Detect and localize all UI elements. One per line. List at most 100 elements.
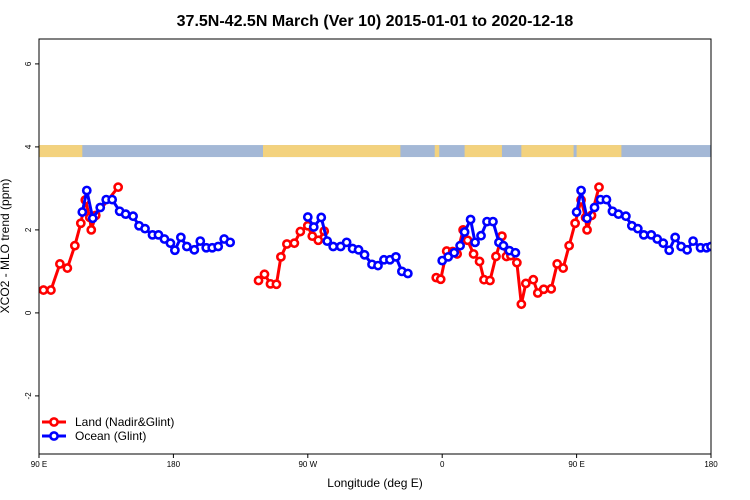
data-point [373,260,383,271]
data-point [476,230,486,241]
data-point [128,211,138,222]
data-point [570,218,581,229]
data-point [253,275,264,286]
map-land-patch [521,145,574,158]
data-point [470,237,480,248]
data-point [289,238,300,249]
data-point [558,263,569,273]
data-point [169,245,180,256]
x-tick-label: 90 E [31,460,47,469]
data-point [281,239,292,249]
data-point [516,299,527,310]
x-axis: 90 E 180 90 W 0 90 E 180 [31,454,718,469]
x-tick-label: 90 W [298,460,317,469]
data-point [140,223,150,234]
data-point [582,213,592,224]
data-point [175,232,186,243]
data-point [511,257,522,268]
data-point [259,269,270,280]
data-point [582,224,592,235]
data-point [510,247,521,258]
y-tick-label: 0 [24,310,33,315]
data-point [328,241,339,252]
data-point [664,245,675,256]
data-point [682,244,693,255]
y-tick-label: 4 [24,144,33,149]
y-axis-label: XCO2 - MLO trend (ppm) [0,179,12,314]
data-point [62,263,73,273]
data-point [468,249,479,259]
data-point [589,202,600,213]
y-axis: -2 0 2 4 6 [24,61,39,399]
data-point [113,182,124,193]
data-point [638,229,649,240]
data-point [435,274,446,285]
data-point [189,244,200,255]
data-point [69,240,80,251]
series-land [39,182,604,310]
data-point [213,241,224,252]
data-point [706,241,711,252]
data-point [81,185,92,196]
data-point [276,251,286,262]
map-land-patch [576,145,622,158]
x-axis-label: Longitude (deg E) [327,476,422,490]
data-point [601,194,612,205]
data-point [46,285,56,295]
data-point [316,212,327,223]
data-point [564,240,575,251]
data-point [391,251,401,262]
legend-label: Land (Nadir&Glint) [75,415,174,429]
data-point [195,236,206,247]
data-point [594,182,604,193]
data-point [359,249,370,260]
data-point [632,223,643,234]
data-point [520,278,531,289]
data-point [402,268,413,279]
data-point [474,256,485,267]
data-point [613,209,624,220]
map-land-patch [39,145,83,158]
data-point [181,241,192,252]
data-point [571,207,582,217]
x-tick-label: 90 E [568,460,584,469]
data-point [341,237,352,248]
data-point [353,244,364,255]
chart-title: 37.5N-42.5N March (Ver 10) 2015-01-01 to… [177,13,574,30]
data-point [86,224,97,235]
data-point [55,259,65,269]
data-point [39,285,49,295]
data-point [688,236,698,247]
data-point [322,236,333,247]
data-point [658,238,669,249]
legend-label: Ocean (Glint) [75,429,146,443]
data-point [576,185,586,196]
map-land-patch [464,145,502,158]
data-point [107,194,118,205]
data-point [95,202,106,213]
data-point [87,213,98,224]
data-point [620,211,631,222]
map-strip [39,145,750,158]
legend-marker [49,417,59,427]
data-point [302,212,313,222]
data-point [546,283,557,294]
legend-marker [49,431,59,441]
data-point [120,209,131,220]
y-tick-label: -2 [24,392,33,400]
data-point [271,279,282,290]
data-point [449,247,460,258]
map-land-patch [744,145,750,157]
data-point [538,284,549,295]
y-tick-label: 2 [24,227,33,232]
data-point [462,235,473,246]
data-point [75,218,86,229]
plot-frame [38,38,712,455]
data-point [528,274,539,285]
y-tick-label: 6 [24,61,33,66]
x-tick-label: 180 [704,460,718,469]
data-point [455,240,466,251]
data-point [295,226,306,237]
data-point [459,227,470,237]
